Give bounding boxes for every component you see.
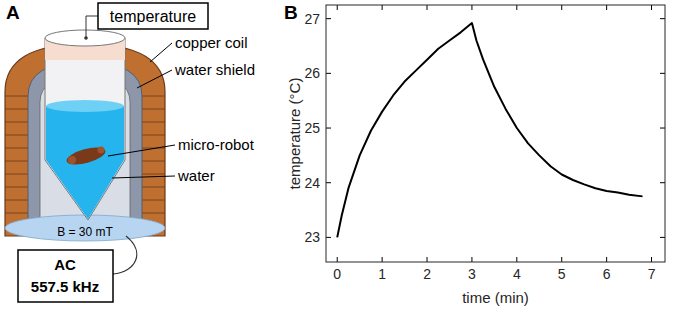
coil-winding [142, 96, 165, 97]
x-tick [651, 257, 652, 262]
callout-label: copper coil [175, 34, 248, 51]
callout-line [108, 145, 175, 156]
x-tick-label: 1 [378, 266, 386, 282]
y-tick [326, 73, 331, 74]
coil-winding [5, 187, 28, 188]
field-label: B = 30 mT [57, 225, 113, 239]
tube [45, 38, 125, 220]
y-tick [660, 182, 665, 183]
coil-winding [5, 213, 28, 214]
y-tick [326, 128, 331, 129]
coil-winding [5, 109, 28, 110]
source-box [18, 250, 113, 302]
x-tick-label: 6 [603, 266, 611, 282]
x-tick-label: 2 [423, 266, 431, 282]
coil-winding [5, 174, 28, 175]
micro-robot [65, 144, 107, 168]
panel-letter: B [284, 2, 298, 23]
callout-label: water shield [174, 61, 255, 78]
plot-area [326, 5, 665, 262]
y-tick [660, 128, 665, 129]
y-tick-label: 24 [304, 175, 320, 191]
x-tick [382, 5, 383, 10]
y-tick-label: 27 [304, 11, 320, 27]
temperature-line [337, 23, 642, 237]
coil-winding [142, 213, 165, 214]
figure: Atemperature B = 30 mT AC 557.5 kHz copper c… [0, 0, 685, 309]
x-tick [651, 5, 652, 10]
y-tick [660, 18, 665, 19]
x-tick-label: 7 [648, 266, 656, 282]
plot-frame [326, 5, 665, 262]
x-tick [427, 5, 428, 10]
x-axis-title: time (min) [462, 289, 529, 306]
tube-lid [45, 30, 125, 46]
micro-robot [68, 156, 76, 164]
x-tick [561, 5, 562, 10]
x-tick-label: 5 [558, 266, 566, 282]
coil-winding [142, 174, 165, 175]
x-tick [382, 257, 383, 262]
coil-winding [142, 200, 165, 201]
coil-winding [5, 135, 28, 136]
coil-winding [5, 148, 28, 149]
x-tick [516, 5, 517, 10]
coil-winding [142, 135, 165, 136]
x-tick [337, 257, 338, 262]
coil-winding [142, 187, 165, 188]
x-tick [606, 257, 607, 262]
coil-winding [142, 109, 165, 110]
x-tick-label: 3 [468, 266, 476, 282]
y-tick-label: 26 [304, 65, 320, 81]
y-tick [326, 182, 331, 183]
x-tick [471, 5, 472, 10]
coil-winding [142, 161, 165, 162]
y-tick [326, 237, 331, 238]
coil-winding [142, 122, 165, 123]
coil-base [5, 215, 165, 241]
y-tick-label: 25 [304, 120, 320, 136]
x-tick-label: 4 [513, 266, 521, 282]
water-body [46, 106, 124, 219]
x-tick-label: 0 [333, 266, 341, 282]
callout-line [137, 70, 172, 88]
x-tick [606, 5, 607, 10]
y-tick [326, 18, 331, 19]
y-tick-label: 23 [304, 229, 320, 245]
callout-label: micro-robot [178, 136, 255, 153]
x-tick [427, 257, 428, 262]
coil-winding [5, 200, 28, 201]
source-label: 557.5 kHz [31, 278, 99, 295]
callout-line [112, 176, 175, 178]
panel-letter: A [6, 2, 20, 23]
coil-winding [5, 161, 28, 162]
y-tick [660, 73, 665, 74]
callout-label: water [177, 167, 215, 184]
coil-winding [5, 96, 28, 97]
sensor-box [98, 3, 208, 29]
source-label: AC [54, 256, 76, 273]
sensor-wire [86, 16, 98, 37]
x-tick [337, 5, 338, 10]
plot-marks [337, 23, 642, 237]
power-wire [113, 236, 137, 274]
callout-line [150, 43, 172, 62]
micro-robot [98, 147, 105, 154]
y-tick [660, 237, 665, 238]
coil-winding [5, 122, 28, 123]
water-surface [46, 100, 124, 112]
sensor-label: temperature [110, 8, 196, 25]
x-tick [561, 257, 562, 262]
y-axis-title: temperature (°C) [286, 78, 303, 190]
x-tick [471, 257, 472, 262]
x-tick [516, 257, 517, 262]
